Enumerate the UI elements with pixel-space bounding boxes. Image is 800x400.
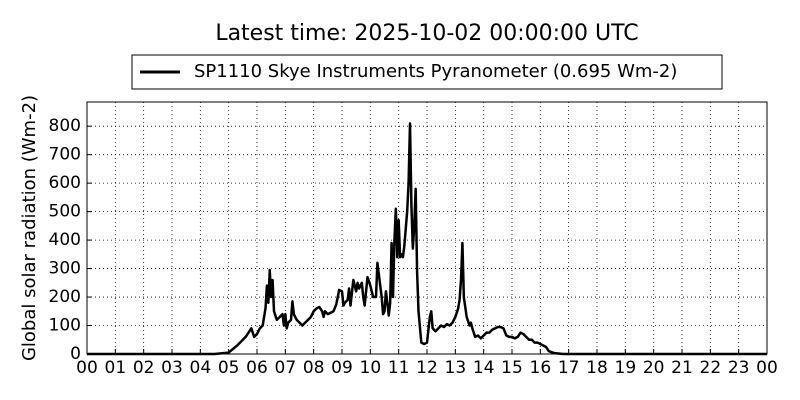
x-tick-label: 17 xyxy=(558,358,580,378)
y-axis-label: Global solar radiation (Wm-2) xyxy=(19,95,40,361)
x-tick-label: 11 xyxy=(388,358,410,378)
x-tick-label: 21 xyxy=(671,358,693,378)
x-tick-label: 05 xyxy=(218,358,240,378)
x-tick-label: 06 xyxy=(246,358,268,378)
x-tick-label: 00 xyxy=(756,358,778,378)
x-tick-label: 14 xyxy=(473,358,495,378)
y-tick-label: 400 xyxy=(49,230,81,250)
x-tick-label: 23 xyxy=(728,358,750,378)
x-tick-label: 00 xyxy=(76,358,98,378)
x-tick-label: 12 xyxy=(416,358,438,378)
x-tick-label: 01 xyxy=(105,358,127,378)
x-tick-label: 02 xyxy=(133,358,155,378)
x-tick-label: 19 xyxy=(615,358,637,378)
x-tick-label: 08 xyxy=(303,358,325,378)
x-tick-label: 16 xyxy=(530,358,552,378)
x-tick-label: 09 xyxy=(331,358,353,378)
x-tick-label: 22 xyxy=(700,358,722,378)
x-tick-label: 15 xyxy=(501,358,523,378)
y-tick-label: 100 xyxy=(49,316,81,336)
chart-title: Latest time: 2025-10-02 00:00:00 UTC xyxy=(215,21,638,46)
data-line xyxy=(87,122,767,356)
x-tick-label: 20 xyxy=(643,358,665,378)
x-tick-label: 04 xyxy=(190,358,212,378)
x-tick-label: 13 xyxy=(445,358,467,378)
x-tick-label: 10 xyxy=(360,358,382,378)
y-tick-label: 200 xyxy=(49,287,81,307)
plot-frame xyxy=(86,101,768,355)
y-tick-label: 800 xyxy=(49,116,81,136)
x-tick-label: 18 xyxy=(586,358,608,378)
legend-label: SP1110 Skye Instruments Pyranometer (0.6… xyxy=(194,61,677,82)
plot-area: 0 100 200 300 400 500 600 700 800 00 01 02 03 04 05 06 0… xyxy=(49,102,778,378)
y-tick-label: 300 xyxy=(49,259,81,279)
legend: SP1110 Skye Instruments Pyranometer (0.6… xyxy=(131,54,723,90)
y-tick-label: 700 xyxy=(49,145,81,165)
y-tick-label: 500 xyxy=(49,202,81,222)
x-tick-label: 03 xyxy=(161,358,183,378)
x-tick-label: 07 xyxy=(275,358,297,378)
y-tick-label: 0 xyxy=(70,344,81,364)
y-tick-label: 600 xyxy=(49,173,81,193)
legend-box xyxy=(131,54,723,90)
